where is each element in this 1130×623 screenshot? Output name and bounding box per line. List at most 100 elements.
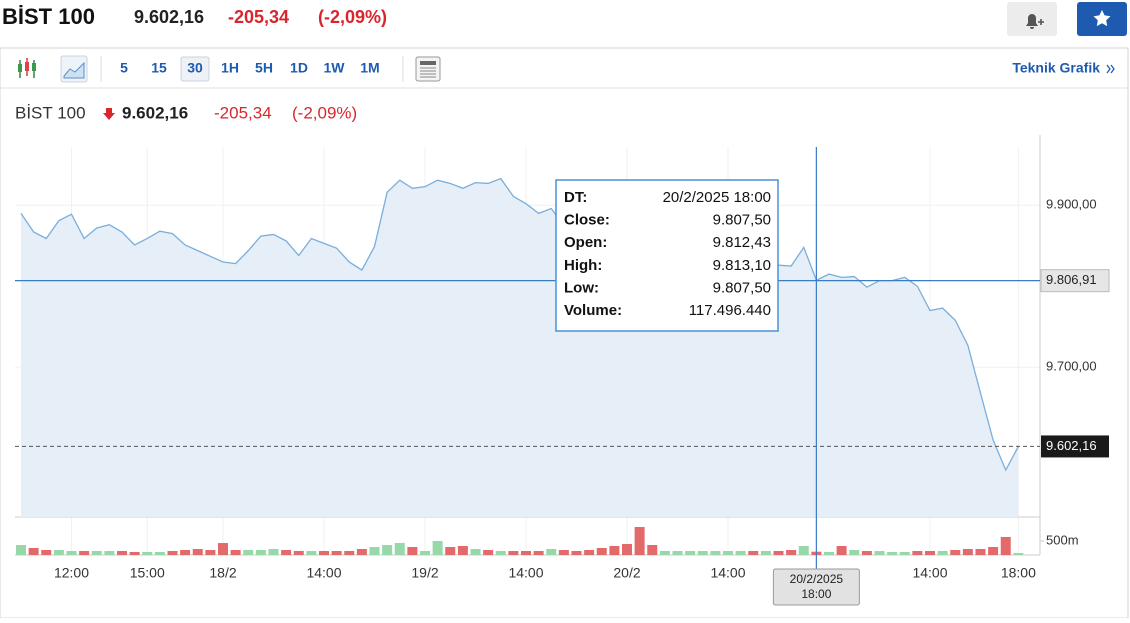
x-tick-label: 14:00 [306, 565, 341, 581]
watchlist-button[interactable] [1077, 2, 1127, 36]
volume-bar [849, 549, 860, 555]
volume-bar [180, 549, 191, 555]
volume-bar [495, 550, 506, 555]
volume-bar [281, 549, 292, 555]
volume-bar [306, 550, 317, 555]
volume-bar [432, 540, 443, 555]
tooltip-label: Open: [564, 234, 607, 251]
volume-bar [975, 549, 986, 555]
volume-bar [584, 549, 595, 555]
star-icon[interactable] [1093, 10, 1111, 27]
volume-bar [167, 550, 178, 555]
volume-bar [558, 549, 569, 555]
interval-button[interactable]: 1M [360, 60, 379, 76]
candle-body[interactable] [25, 62, 29, 71]
down-arrow [103, 108, 115, 120]
x-tick-label: 14:00 [912, 565, 947, 581]
volume-bar [483, 549, 494, 555]
volume-bar [735, 550, 746, 555]
interval-button[interactable]: 1W [324, 60, 346, 76]
volume-bar [571, 550, 582, 555]
volume-bar [470, 549, 481, 555]
volume-bar [16, 545, 26, 555]
volume-bar [874, 550, 885, 555]
volume-bar [382, 545, 393, 555]
volume-bar [685, 550, 696, 555]
volume-bar [950, 549, 961, 555]
layout-icon[interactable] [415, 56, 441, 82]
volume-bar [887, 552, 898, 555]
interval-button[interactable]: 1H [221, 60, 239, 76]
volume-bar [634, 526, 645, 555]
interval-button[interactable]: 1D [290, 60, 308, 76]
volume-bar [457, 546, 468, 555]
volume-bar [912, 550, 923, 555]
volume-bar [824, 552, 834, 555]
layout-icon-lines[interactable] [420, 67, 436, 78]
volume-bar [28, 547, 39, 555]
interval-button[interactable]: 5H [255, 60, 273, 76]
volume-bar [445, 546, 456, 555]
volume-bar [925, 550, 935, 555]
volume-bar [319, 550, 329, 555]
volume-bar [230, 549, 241, 555]
header-title: BİST 100 [2, 4, 95, 29]
volume-bar [331, 550, 342, 555]
legend-change-pct: (-2,09%) [292, 103, 357, 122]
volume-bar [546, 549, 557, 555]
volume-bar [129, 552, 140, 555]
volume-bar [861, 550, 872, 555]
volume-bar [66, 550, 77, 555]
volume-bar [723, 550, 733, 555]
link-chevron[interactable] [1106, 64, 1115, 74]
plus-icon[interactable] [1038, 19, 1044, 25]
volume-bar [420, 550, 430, 555]
tooltip-label: Volume: [564, 302, 622, 319]
x-tick-label: 18:00 [1001, 565, 1036, 581]
volume-bar [748, 550, 759, 555]
volume-bar [596, 547, 607, 555]
volume-bar [622, 543, 632, 555]
candle-body[interactable] [32, 63, 36, 71]
area-icon[interactable] [60, 55, 88, 83]
volume-bar [218, 543, 228, 555]
tooltip-value: 9.812,43 [713, 234, 771, 251]
volume-bar [344, 550, 355, 555]
tooltip-box [555, 179, 779, 332]
last-price-label: 9.602,16 [1046, 438, 1097, 453]
volume-bar [899, 552, 910, 555]
volume-bar [91, 550, 102, 555]
area-icon-shape[interactable] [63, 61, 85, 79]
volume-bar [205, 549, 216, 555]
candle-body[interactable] [18, 64, 22, 72]
legend-change: -205,34 [214, 103, 272, 122]
x-tick-label: 19/2 [411, 565, 438, 581]
volume-bar [508, 550, 519, 555]
volume-bar [647, 545, 658, 555]
volume-bar [243, 549, 254, 555]
volume-bar [937, 550, 948, 555]
cursor-x-holder: 20/2/2025 18:00 [790, 572, 843, 601]
interval-active [180, 56, 210, 82]
layout-icon-bar[interactable] [420, 61, 436, 65]
volume-bar [117, 550, 127, 555]
alert-button[interactable] [1007, 2, 1057, 36]
volume-bar [394, 543, 405, 555]
volume-bar [41, 549, 52, 555]
volume-bar [79, 550, 90, 555]
interval-button[interactable]: 15 [151, 60, 167, 76]
interval-button[interactable]: 30 [187, 60, 203, 76]
cursor-x-box [772, 568, 860, 606]
volume-bar [773, 550, 784, 555]
crosshair-y-label: 9.806,91 [1046, 272, 1097, 287]
candle-icon[interactable] [18, 58, 36, 78]
volume-bar [142, 552, 153, 555]
interval-button[interactable]: 5 [120, 60, 128, 76]
volume-bar [533, 550, 544, 555]
legend-value: 9.602,16 [122, 103, 188, 122]
volume-bar [356, 549, 367, 555]
tooltip-label: High: [564, 257, 602, 274]
tooltip-value: 20/2/2025 18:00 [663, 189, 771, 206]
bell-icon[interactable] [1026, 14, 1038, 29]
technical-chart-link[interactable]: Teknik Grafik [1012, 60, 1100, 76]
